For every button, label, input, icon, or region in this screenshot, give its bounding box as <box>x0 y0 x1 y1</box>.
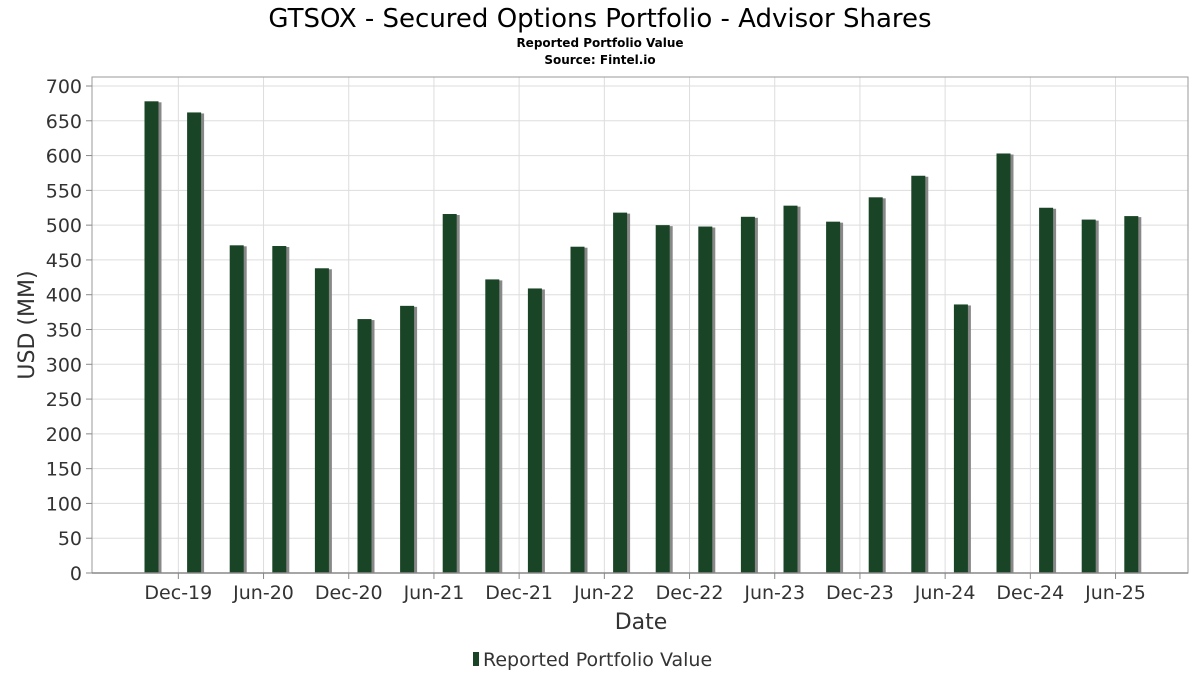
bar <box>783 205 798 574</box>
x-axis-title: Date <box>615 610 668 635</box>
x-tick-label: Jun-20 <box>232 582 294 604</box>
bar <box>1124 216 1139 573</box>
y-tick-label: 450 <box>46 250 82 272</box>
bar <box>698 226 713 573</box>
y-tick-label: 650 <box>46 111 82 133</box>
x-tick-label: Jun-23 <box>743 582 805 604</box>
bar <box>314 268 329 573</box>
y-tick-label: 400 <box>46 285 82 307</box>
bar <box>272 246 287 573</box>
bars <box>144 101 1142 574</box>
x-tick-label: Jun-21 <box>403 582 465 604</box>
x-tick-label: Dec-24 <box>996 582 1064 604</box>
bar <box>868 197 883 574</box>
y-tick-label: 200 <box>46 424 82 446</box>
grid-lines <box>92 77 1188 574</box>
bar <box>485 279 500 573</box>
y-tick-label: 500 <box>46 215 82 237</box>
bar <box>996 153 1011 573</box>
y-tick-label: 350 <box>46 320 82 342</box>
bar <box>655 225 670 573</box>
chart-subtitle: Reported Portfolio Value <box>516 36 683 50</box>
bar <box>527 288 542 573</box>
bar <box>187 112 202 574</box>
y-tick-label: 100 <box>46 493 82 515</box>
chart-title: GTSOX - Secured Options Portfolio - Advi… <box>268 4 931 34</box>
x-tick-label: Jun-25 <box>1084 582 1146 604</box>
bar <box>144 101 159 573</box>
legend-label: Reported Portfolio Value <box>483 649 712 671</box>
x-axis-ticks: Dec-19 Jun-20 Dec-20 Jun-21 Dec-21 Jun-22 Dec-… <box>144 573 1146 604</box>
legend: Reported Portfolio Value <box>473 649 712 671</box>
bar <box>826 221 841 573</box>
y-tick-label: 0 <box>70 563 82 585</box>
x-tick-label: Jun-24 <box>914 582 976 604</box>
y-tick-label: 150 <box>46 459 82 481</box>
bar <box>400 305 415 573</box>
plot-area-border <box>91 76 1189 574</box>
x-tick-label: Dec-22 <box>656 582 724 604</box>
y-tick-label: 600 <box>46 146 82 168</box>
bar <box>740 216 755 573</box>
chart-source: Source: Fintel.io <box>544 53 655 67</box>
y-tick-label: 700 <box>46 76 82 98</box>
bar <box>1081 219 1096 573</box>
y-tick-label: 50 <box>58 528 82 550</box>
bar <box>613 212 628 573</box>
x-tick-label: Dec-21 <box>485 582 553 604</box>
legend-swatch <box>473 652 479 666</box>
bar <box>570 246 585 573</box>
x-tick-label: Dec-19 <box>144 582 212 604</box>
bar <box>442 214 457 574</box>
x-tick-label: Jun-22 <box>573 582 635 604</box>
y-tick-label: 550 <box>46 180 82 202</box>
bar <box>229 245 244 573</box>
y-axis-title: USD (MM) <box>15 270 40 379</box>
bar <box>911 175 926 574</box>
bar <box>953 304 968 573</box>
bar <box>1039 207 1054 573</box>
x-tick-label: Dec-23 <box>826 582 894 604</box>
bar <box>357 319 372 573</box>
x-tick-label: Dec-20 <box>315 582 383 604</box>
y-axis-ticks: 0 50 100 150 200 250 300 350 400 450 500 550 600 650 7… <box>46 76 92 585</box>
y-tick-label: 250 <box>46 389 82 411</box>
y-tick-label: 300 <box>46 354 82 376</box>
